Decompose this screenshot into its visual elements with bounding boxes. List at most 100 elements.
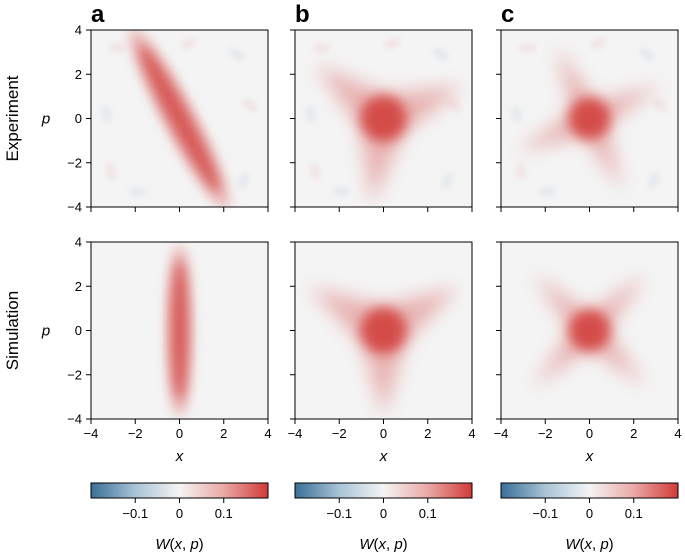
- density-layer: [511, 36, 668, 197]
- y-tick-label: −2: [67, 367, 82, 382]
- x-tick-label: 4: [674, 426, 681, 441]
- y-tick-label: 2: [75, 279, 82, 294]
- x-tick-label: 4: [264, 426, 271, 441]
- x-tick-label: −4: [288, 426, 303, 441]
- y-tick-label: 0: [75, 111, 82, 126]
- noise-speckle: [237, 171, 250, 190]
- colorbar-tick-label: 0.1: [419, 506, 437, 521]
- y-tick-label: 2: [75, 67, 82, 82]
- x-tick-label: 0: [380, 426, 387, 441]
- noise-speckle: [108, 42, 127, 53]
- x-tick-label: 2: [220, 426, 227, 441]
- noise-speckle: [305, 105, 316, 123]
- row-label-simulation: Simulation: [3, 291, 22, 370]
- squeezed-state-blob: [166, 244, 193, 417]
- colorbar-a: [90, 482, 269, 503]
- x-tick-label: 4: [468, 426, 475, 441]
- blob-core: [171, 259, 188, 402]
- y-tick-label: 4: [75, 23, 82, 38]
- colorbar-label: W(x, p): [565, 536, 613, 553]
- colorbar-tick-label: 0: [380, 506, 387, 521]
- blob-core: [568, 97, 611, 140]
- panel-b-simulation: [290, 241, 473, 424]
- noise-speckle: [446, 98, 462, 113]
- blob-core: [360, 95, 407, 142]
- colorbar-label: W(x, p): [155, 536, 203, 553]
- colorbar-tick-label: 0.1: [215, 506, 233, 521]
- x-axis-label: x: [379, 448, 388, 465]
- colorbar-tick-label: −0.1: [326, 506, 352, 521]
- x-tick-label: −2: [128, 426, 143, 441]
- noise-speckle: [384, 36, 401, 50]
- y-tick-label: 4: [75, 235, 82, 250]
- colorbar-tick-label: −0.1: [532, 506, 558, 521]
- noise-speckle: [538, 186, 557, 197]
- noise-speckle: [128, 186, 147, 197]
- x-tick-label: −2: [332, 426, 347, 441]
- noise-speckle: [652, 98, 668, 113]
- star-state-blob: [517, 46, 662, 191]
- density-layer: [308, 287, 459, 417]
- density-layer: [533, 274, 646, 387]
- x-tick-label: 0: [176, 426, 183, 441]
- star-state-blob: [533, 274, 646, 387]
- x-tick-label: 2: [424, 426, 431, 441]
- colorbar-tick-label: 0: [176, 506, 183, 521]
- colorbar-tick-label: 0.1: [625, 506, 643, 521]
- noise-speckle: [590, 36, 607, 50]
- noise-speckle: [242, 98, 258, 113]
- noise-speckle: [332, 186, 351, 197]
- colorbar-b: [294, 482, 473, 503]
- noise-speckle: [180, 36, 197, 50]
- noise-speckle: [639, 47, 655, 62]
- triangular-state-blob: [315, 65, 464, 204]
- panel-a-experiment: [86, 29, 269, 212]
- noise-speckle: [511, 105, 522, 123]
- blob-core: [360, 307, 407, 354]
- x-tick-label: −4: [494, 426, 509, 441]
- triangular-state-blob: [308, 287, 459, 417]
- y-tick-label: −4: [67, 412, 82, 427]
- x-tick-label: 2: [630, 426, 637, 441]
- x-tick-label: −4: [84, 426, 99, 441]
- density-layer: [166, 244, 193, 417]
- noise-speckle: [515, 162, 527, 181]
- noise-speckle: [433, 47, 449, 62]
- noise-speckle: [518, 42, 537, 53]
- blob-core: [568, 309, 611, 352]
- colorbar-gradient: [90, 482, 269, 499]
- colorbar-tick-label: −0.1: [122, 506, 148, 521]
- noise-speckle: [647, 171, 660, 190]
- row-label-experiment: Experiment: [3, 75, 22, 161]
- colorbar-c: [500, 482, 679, 503]
- colorbar-label: W(x, p): [359, 536, 407, 553]
- y-tick-label: −2: [67, 155, 82, 170]
- colorbar-gradient: [294, 482, 473, 499]
- panel-label-c: c: [501, 1, 514, 28]
- panel-label-b: b: [295, 1, 310, 28]
- x-axis-label: x: [175, 448, 184, 465]
- density-layer: [101, 30, 258, 207]
- panel-c-simulation: [496, 241, 679, 424]
- noise-speckle: [229, 47, 245, 62]
- noise-speckle: [441, 171, 454, 190]
- noise-speckle: [105, 162, 117, 181]
- x-tick-label: −2: [538, 426, 553, 441]
- noise-speckle: [309, 162, 321, 181]
- noise-speckle: [312, 42, 331, 53]
- y-axis-label: p: [41, 323, 50, 340]
- panel-c-experiment: [496, 29, 679, 212]
- y-tick-label: −4: [67, 200, 82, 215]
- x-axis-label: x: [585, 448, 594, 465]
- noise-speckle: [101, 105, 112, 123]
- panel-label-a: a: [91, 1, 105, 28]
- colorbar-tick-label: 0: [586, 506, 593, 521]
- squeezed-state-blob: [129, 30, 230, 207]
- y-axis-label: p: [41, 111, 50, 128]
- panel-a-simulation: [86, 241, 269, 424]
- density-layer: [305, 36, 464, 204]
- panel-b-experiment: [290, 29, 473, 212]
- x-tick-label: 0: [586, 426, 593, 441]
- y-tick-label: 0: [75, 323, 82, 338]
